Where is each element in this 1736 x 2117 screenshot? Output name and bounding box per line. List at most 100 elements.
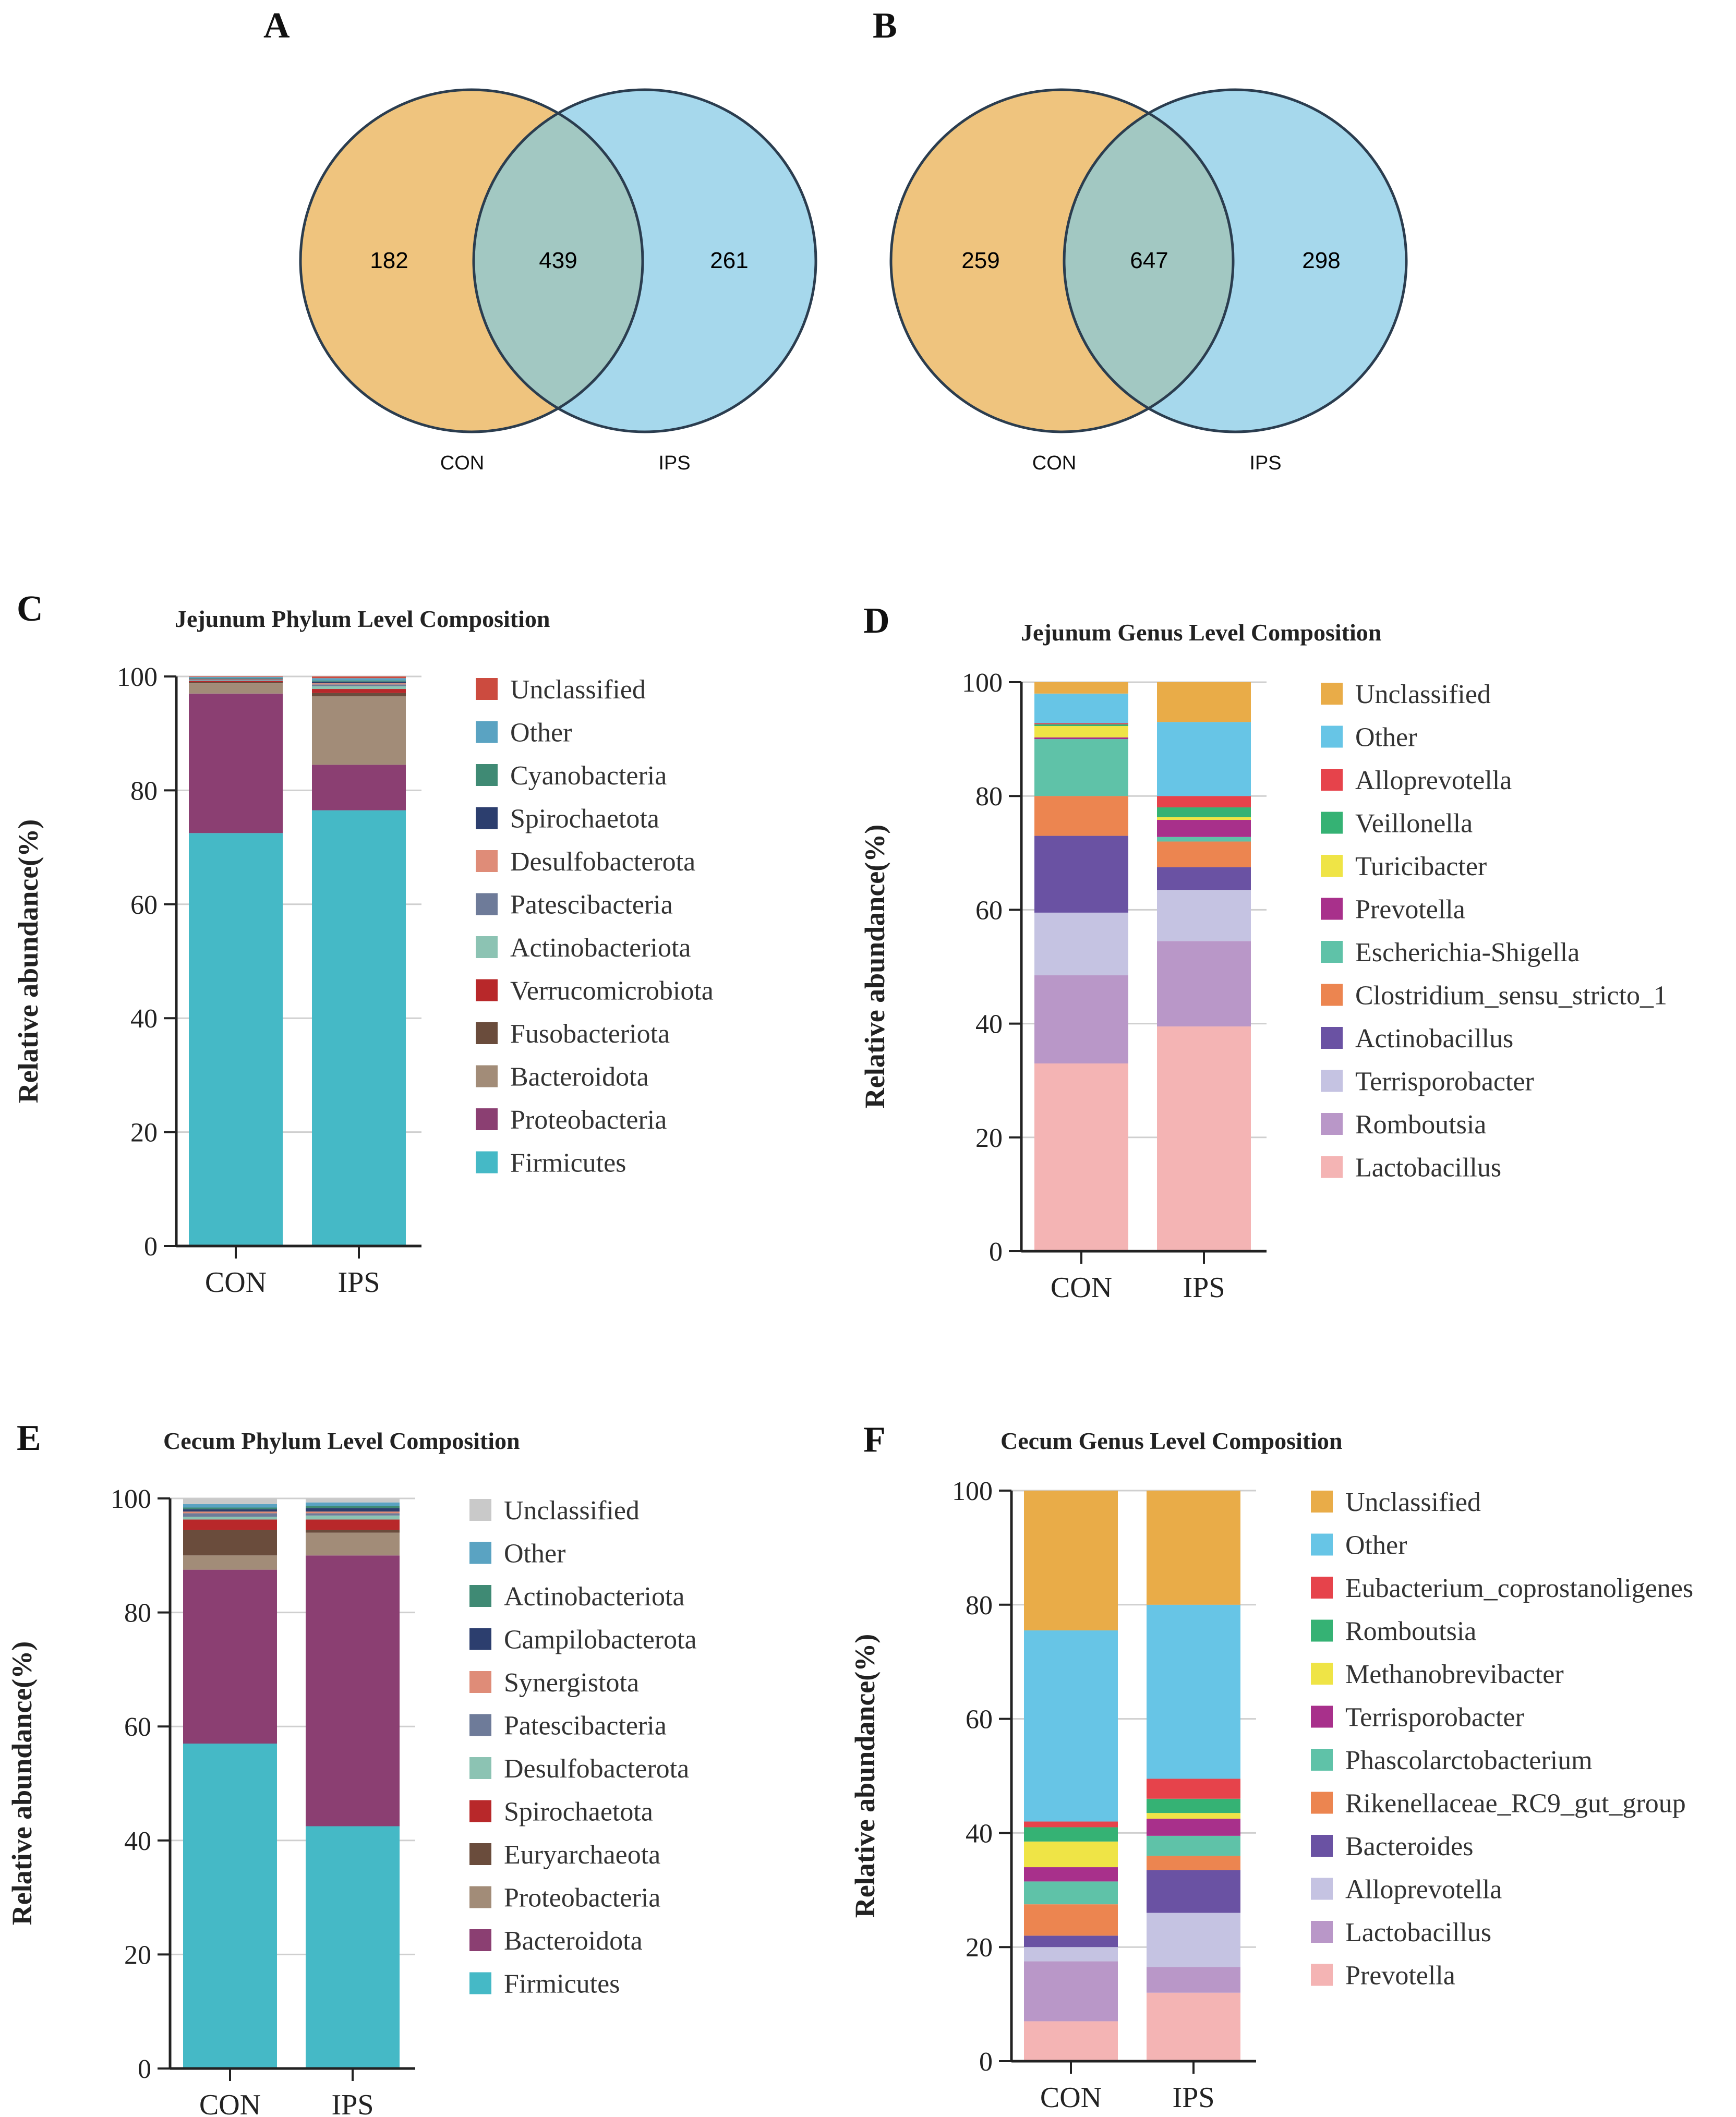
legend-label-spirochaetota: Spirochaetota [504,1797,653,1827]
x-tick-label-con: CON [199,2089,261,2117]
legend-label-prevotella: Prevotella [1345,1961,1455,1991]
legend-swatch-unclassified [469,1499,491,1521]
venn-b-con-only: 259 [961,248,999,273]
bar-segment-ips-bacteroidota [312,696,406,765]
bar-segment-ips-unclassified [306,1498,400,1503]
bar-segment-con-other [183,1504,277,1508]
bar-segment-con-other [189,677,283,679]
bar-segment-ips-spirochaetota [306,1519,400,1530]
legend-swatch-unclassified [1311,1491,1333,1513]
legend-label-eubacterium-coprostanoligenes: Eubacterium_coprostanoligenes [1345,1574,1693,1603]
legend-swatch-actinobacteriota [476,936,498,958]
legend-label-bacteroidota: Bacteroidota [510,1062,649,1092]
legend-label-euryarchaeota: Euryarchaeota [504,1840,660,1870]
panel-letter-e: E [17,1418,41,1458]
bar-segment-con-unclassified [183,1498,277,1504]
legend-swatch-other [469,1542,491,1564]
y-tick-label: 20 [130,1118,158,1148]
bar-segment-con-bacteroidota [189,683,283,694]
legend-swatch-rikenellaceae-rc9-gut-group [1311,1792,1333,1814]
y-tick-label: 60 [130,890,158,920]
legend-label-bacteroides: Bacteroides [1345,1832,1473,1861]
y-tick-label: 80 [124,1599,151,1628]
legend-label-other: Other [1355,723,1417,753]
legend-label-patescibacteria: Patescibacteria [504,1711,667,1741]
y-tick-label: 0 [138,2054,151,2084]
legend-swatch-alloprevotella [1321,769,1343,791]
legend-label-spirochaetota: Spirochaetota [510,804,659,834]
bar-segment-con-unclassified [189,676,283,678]
venn-b-overlap [1064,90,1233,432]
bar-segment-ips-unclassified [1147,1491,1240,1605]
legend-swatch-cyanobacteria [476,764,498,786]
bar-segment-con-euryarchaeota [183,1530,277,1556]
bar-segment-ips-actinobacteriota [312,686,406,689]
legend-swatch-terrisporobacter [1321,1070,1343,1092]
legend-swatch-patescibacteria [476,893,498,915]
legend-label-romboutsia: Romboutsia [1345,1617,1476,1647]
legend-label-terrisporobacter: Terrisporobacter [1355,1067,1534,1097]
bar-segment-ips-fusobacteriota [312,693,406,697]
bar-segment-con-patescibacteria [189,680,283,681]
chart-f: Cecum Genus Level Composition CON IPS 0 20 40… [849,1428,1693,2114]
chart-c: Jejunum Phylum Level Composition CON IPS 0 2… [13,606,714,1299]
legend-swatch-firmicutes [469,1972,491,1994]
legend-label-actinobacillus: Actinobacillus [1355,1024,1513,1054]
bar-segment-con-bacteroidota [183,1569,277,1744]
chart-e-title: Cecum Phylum Level Composition [163,1428,520,1454]
legend-swatch-clostridium-sensu-stricto-1 [1321,984,1343,1006]
bar-segment-ips-patescibacteria [312,684,406,686]
legend-label-actinobacteriota: Actinobacteriota [510,933,691,963]
legend-label-prevotella: Prevotella [1355,895,1465,925]
y-tick-label: 100 [111,1484,151,1514]
legend-swatch-proteobacteria [476,1108,498,1130]
legend-label-proteobacteria: Proteobacteria [510,1105,667,1135]
legend-label-unclassified: Unclassified [1355,680,1491,709]
legend-label-turicibacter: Turicibacter [1355,852,1487,881]
venn-b-ips-only: 298 [1302,248,1340,273]
y-tick-label: 60 [975,896,1003,925]
y-tick-label: 60 [966,1705,993,1735]
y-tick-label: 20 [124,1940,151,1970]
y-tick-label: 100 [952,1477,993,1506]
y-tick-label: 40 [130,1004,158,1034]
legend-swatch-firmicutes [476,1151,498,1174]
bar-segment-con-firmicutes [189,833,283,1246]
bar-segment-ips-alloprevotella [1157,796,1251,808]
bar-segment-ips-rikenellaceae-rc9-gut-group [1147,1856,1240,1870]
legend-label-patescibacteria: Patescibacteria [510,890,673,920]
bar-segment-ips-proteobacteria [306,1532,400,1556]
legend-label-other: Other [510,718,572,748]
bar-segment-con-unclassified [1024,1491,1118,1631]
legend-swatch-unclassified [1321,683,1343,705]
legend-swatch-romboutsia [1311,1619,1333,1642]
bar-segment-ips-alloprevotella [1147,1913,1240,1967]
bar-segment-con-fusobacteriota [189,682,283,684]
bar-segment-con-prevotella [1034,737,1128,740]
venn-b-ips-label: IPS [1249,452,1281,474]
legend-swatch-methanobrevibacter [1311,1663,1333,1685]
panel-letter-b: B [873,6,897,46]
bar-segment-con-methanobrevibacter [1024,1841,1118,1868]
legend-label-bacteroidota: Bacteroidota [504,1926,643,1956]
chart-f-title: Cecum Genus Level Composition [1000,1428,1343,1454]
bar-segment-con-other [1034,693,1128,723]
bar-segment-con-actinobacteriota [183,1507,277,1509]
legend-label-synergistota: Synergistota [504,1668,639,1698]
bar-segment-con-proteobacteria [183,1555,277,1570]
venn-a-con-only: 182 [370,248,408,273]
legend-swatch-other [476,721,498,743]
bar-segment-con-terrisporobacter [1034,912,1128,975]
bar-segment-ips-unclassified [1157,682,1251,722]
panel-letter-f: F [863,1420,886,1460]
bar-segment-ips-firmicutes [306,1826,400,2068]
bar-segment-con-verrucomicrobiota [189,681,283,682]
legend-label-unclassified: Unclassified [510,675,646,705]
x-tick-label-ips: IPS [1173,2082,1215,2114]
legend-label-veillonella: Veillonella [1355,809,1473,839]
chart-f-ylabel: Relative abundance(%) [849,1634,881,1918]
legend-label-campilobacterota: Campilobacterota [504,1625,697,1655]
x-tick-label-ips: IPS [1183,1272,1225,1304]
bar-segment-con-campilobacterota [183,1509,277,1512]
